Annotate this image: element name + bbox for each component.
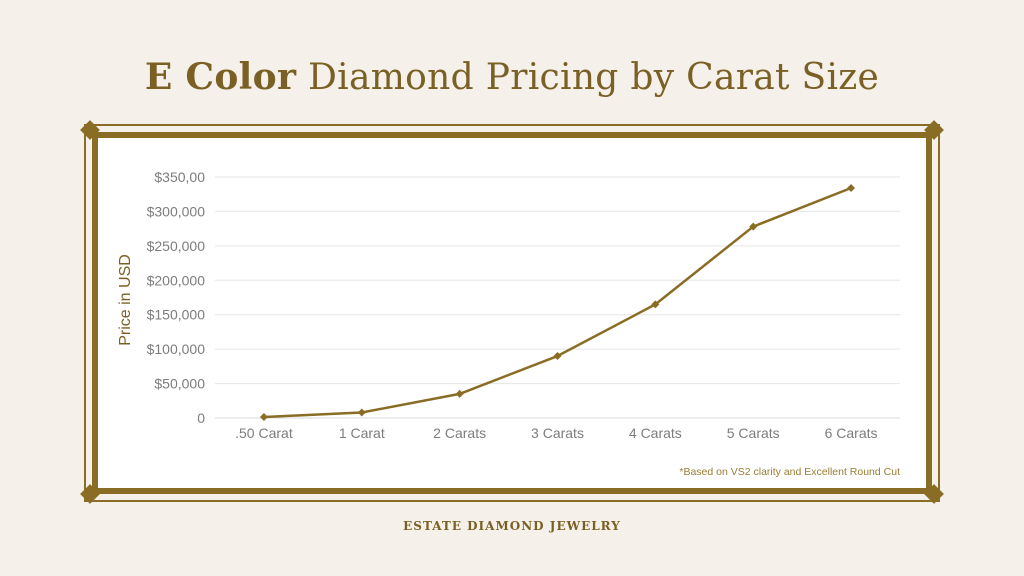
series-line (263, 186, 852, 419)
data-point-marker (651, 300, 660, 309)
chart-title: E Color Diamond Pricing by Carat Size (0, 56, 1024, 98)
data-point-marker (553, 352, 562, 361)
y-tick-label: 0 (197, 410, 205, 426)
title-bold-part: E Color (144, 56, 297, 98)
data-point-marker (455, 389, 464, 398)
x-tick-label: 6 Carats (825, 425, 878, 441)
x-tick-label: 1 Carat (339, 425, 385, 441)
data-point-marker (259, 412, 268, 421)
y-axis-label: Price in USD (117, 254, 134, 346)
x-tick-label: 2 Carats (433, 425, 486, 441)
footnote: *Based on VS2 clarity and Excellent Roun… (679, 466, 900, 478)
y-tick-label: $150,000 (147, 307, 206, 323)
y-tick-label: $200,000 (147, 272, 206, 288)
x-tick-labels: .50 Carat 1 Carat 2 Carats 3 Carats 4 Carats… (235, 425, 877, 441)
inner-frame (92, 132, 932, 494)
data-point-marker (847, 184, 856, 193)
x-tick-label: .50 Carat (235, 425, 293, 441)
y-tick-label: $250,000 (147, 238, 206, 254)
line-chart: 0 $50,000 $100,000 $150,000 $200,000 $250,000… (117, 169, 900, 478)
series-layer (259, 184, 856, 421)
x-tick-label: 3 Carats (531, 425, 584, 441)
y-tick-label: $350,00 (154, 169, 205, 185)
title-rest-part: Diamond Pricing by Carat Size (296, 57, 880, 98)
y-tick-label: $50,000 (154, 376, 205, 392)
y-tick-labels: 0 $50,000 $100,000 $150,000 $200,000 $250,000… (147, 169, 206, 426)
y-tick-label: $100,000 (147, 341, 206, 357)
data-point-marker (749, 222, 758, 231)
x-tick-label: 4 Carats (629, 425, 682, 441)
y-tick-label: $300,000 (147, 203, 206, 219)
outer-frame (84, 124, 940, 502)
x-tick-label: 5 Carats (727, 425, 780, 441)
grid-layer (215, 176, 900, 419)
brand-footer: ESTATE DIAMOND JEWELRY (403, 519, 621, 533)
data-point-marker (357, 408, 366, 417)
